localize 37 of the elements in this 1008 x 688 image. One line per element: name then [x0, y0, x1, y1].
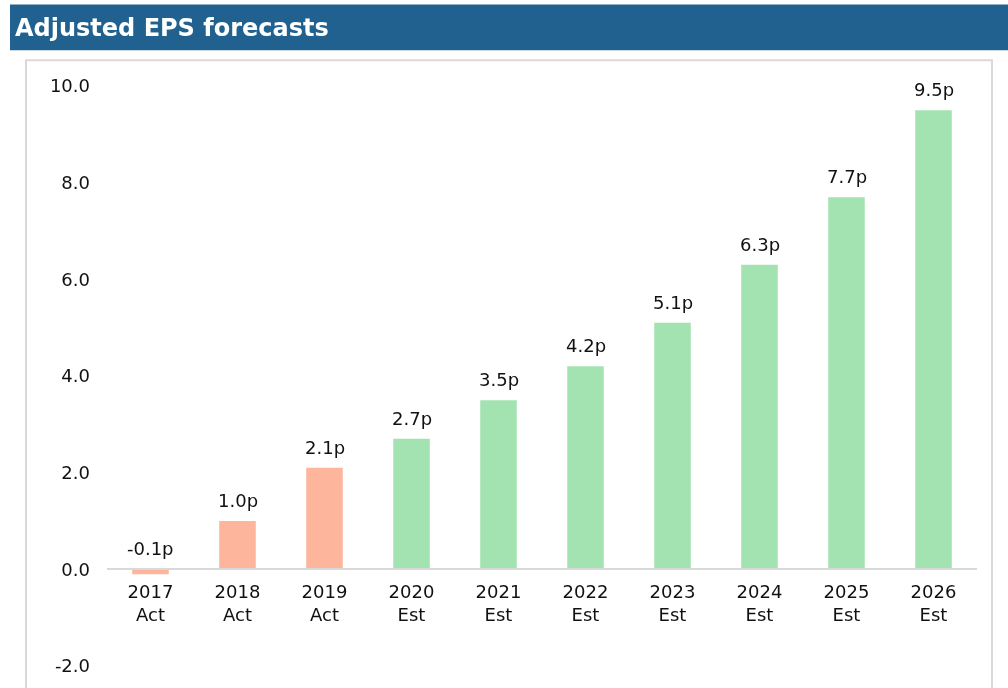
x-tick-label: 2017 Act	[127, 580, 174, 626]
x-tick-label: 2022 Est	[562, 580, 609, 626]
x-tick-label: 2020 Est	[388, 580, 435, 626]
x-tick-label: 2023 Est	[649, 580, 696, 626]
y-tick-label: 0.0	[61, 558, 90, 580]
data-label: 2.7p	[392, 408, 433, 429]
x-tick-label: 2024 Est	[736, 580, 783, 626]
data-label: 5.1p	[653, 292, 694, 313]
bar	[393, 438, 430, 570]
bar	[915, 110, 952, 570]
x-tick-label: 2021 Est	[475, 580, 522, 626]
data-label: 9.5p	[914, 79, 955, 100]
chart-title: Adjusted EPS forecasts	[15, 14, 329, 43]
data-label: 7.7p	[827, 166, 868, 187]
data-label: 3.5p	[479, 369, 520, 390]
y-tick-label: 6.0	[61, 268, 90, 290]
bar	[654, 322, 691, 570]
y-tick-label: -2.0	[54, 655, 90, 677]
x-tick-label: 2025 Est	[823, 580, 870, 626]
data-label: -0.1p	[127, 538, 174, 559]
data-label: 2.1p	[305, 437, 346, 458]
data-label: 1.0p	[218, 490, 259, 511]
y-tick-label: 8.0	[61, 171, 90, 193]
y-tick-label: 2.0	[61, 461, 90, 483]
bar	[306, 467, 343, 570]
data-label: 6.3p	[740, 234, 781, 255]
x-tick-label: 2019 Act	[301, 580, 348, 626]
x-tick-label: 2026 Est	[910, 580, 957, 626]
y-tick-label: 4.0	[61, 365, 90, 387]
bar	[828, 197, 865, 570]
bar	[480, 400, 517, 570]
bar	[741, 264, 778, 570]
bar	[567, 366, 604, 570]
bar	[219, 521, 256, 570]
data-label: 4.2p	[566, 335, 607, 356]
x-tick-label: 2018 Act	[214, 580, 261, 626]
y-tick-label: 10.0	[49, 75, 90, 97]
